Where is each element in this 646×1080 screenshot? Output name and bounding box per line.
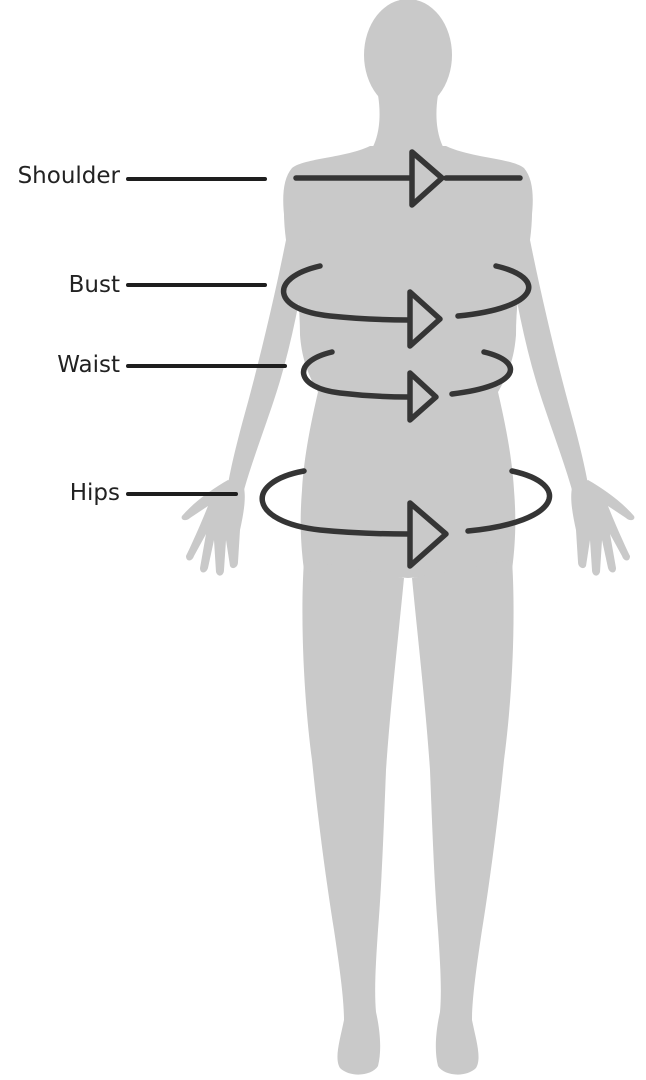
body-right-hand: [571, 480, 634, 576]
leader-lines: [128, 179, 285, 494]
shoulder-label: Shoulder: [0, 165, 120, 188]
waist-label: Waist: [0, 354, 120, 377]
bust-label: Bust: [0, 274, 120, 297]
hips-label: Hips: [0, 482, 120, 505]
body-neck: [370, 95, 446, 152]
body-right-leg: [412, 560, 514, 1075]
body-left-leg: [302, 560, 404, 1075]
body-left-arm: [228, 170, 310, 490]
body-right-arm: [506, 170, 588, 490]
body-head: [364, 0, 452, 111]
